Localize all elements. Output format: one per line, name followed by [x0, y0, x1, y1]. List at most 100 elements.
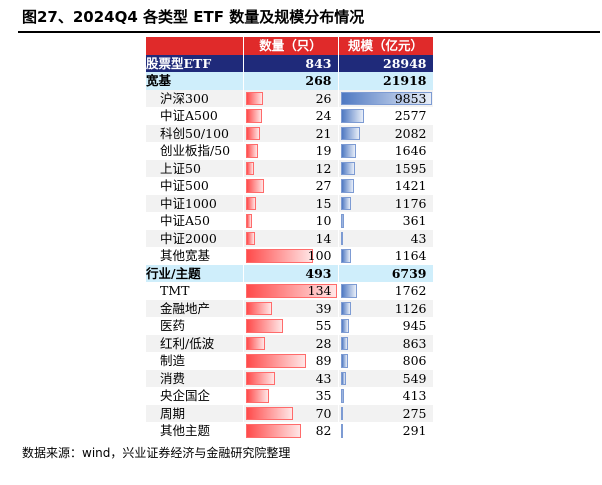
group-scale: 21918	[338, 72, 434, 90]
group-name: 行业/主题	[146, 264, 244, 282]
row-count: 21	[315, 125, 332, 141]
scale-bar	[340, 354, 348, 368]
table-row: 沪深300 26 9853	[146, 89, 434, 107]
table-row: 医药 55 945	[146, 317, 434, 335]
header-row: 数量（只） 规模（亿元）	[146, 37, 434, 55]
count-bar	[245, 249, 314, 263]
row-count: 15	[315, 195, 332, 211]
row-name: 创业板指/50	[146, 142, 244, 160]
table-row: 科创50/100 21 2082	[146, 124, 434, 142]
scale-bar	[340, 424, 344, 438]
row-count: 12	[315, 160, 332, 176]
header-name	[146, 37, 244, 55]
total-row: 股票型ETF 843 28948	[146, 54, 434, 72]
source-note: 数据来源：wind，兴业证券经济与金融研究院整理	[22, 445, 291, 460]
total-scale: 28948	[338, 54, 434, 72]
row-scale: 806	[402, 353, 427, 369]
table-row: 中证1000 15 1176	[146, 194, 434, 212]
count-bar	[245, 179, 264, 193]
table-row: 红利/低波 28 863	[146, 334, 434, 352]
figure-title: 图27、2024Q4 各类型 ETF 数量及规模分布情况	[22, 8, 365, 26]
scale-bar	[340, 249, 352, 263]
table-row: 周期 70 275	[146, 404, 434, 422]
count-bar	[245, 144, 259, 158]
row-name: 中证A500	[146, 107, 244, 125]
count-bar	[245, 319, 283, 333]
scale-bar	[340, 319, 350, 333]
row-name: 央企国企	[146, 387, 244, 405]
row-count: 27	[315, 178, 332, 194]
row-count: 24	[315, 108, 332, 124]
row-count: 10	[315, 213, 332, 229]
row-scale: 1762	[394, 283, 427, 299]
row-scale: 291	[402, 423, 427, 439]
row-name: 红利/低波	[146, 334, 244, 352]
table-row: 金融地产 39 1126	[146, 299, 434, 317]
row-scale: 275	[402, 405, 427, 421]
group-scale: 6739	[338, 264, 434, 282]
row-name: 消费	[146, 369, 244, 387]
count-bar	[245, 109, 262, 123]
count-bar	[245, 336, 265, 350]
group-row: 行业/主题 493 6739	[146, 264, 434, 282]
table-row: 中证A50 10 361	[146, 212, 434, 230]
row-count: 26	[315, 90, 332, 106]
total-count: 843	[243, 54, 339, 72]
row-name: 医药	[146, 317, 244, 335]
row-name: 金融地产	[146, 299, 244, 317]
header-count: 数量（只）	[243, 37, 339, 55]
count-bar	[245, 389, 270, 403]
row-scale: 361	[402, 213, 427, 229]
row-name: 中证A50	[146, 212, 244, 230]
row-name: 科创50/100	[146, 124, 244, 142]
scale-bar	[340, 109, 365, 123]
group-count: 493	[243, 264, 339, 282]
row-scale: 2082	[394, 125, 427, 141]
row-scale: 43	[410, 230, 427, 246]
row-count: 39	[315, 300, 332, 316]
row-count: 28	[315, 335, 332, 351]
row-scale: 1164	[394, 248, 427, 264]
row-scale: 863	[402, 335, 427, 351]
table-row: 中证2000 14 43	[146, 229, 434, 247]
row-name: 其他主题	[146, 422, 244, 440]
scale-bar	[340, 161, 356, 175]
scale-bar	[340, 231, 343, 245]
row-name: 上证50	[146, 159, 244, 177]
scale-bar	[340, 284, 357, 298]
scale-bar	[340, 144, 356, 158]
row-count: 55	[315, 318, 332, 334]
table-row: 中证A500 24 2577	[146, 107, 434, 125]
table-row: 消费 43 549	[146, 369, 434, 387]
table-wrapper: 数量（只） 规模（亿元） 股票型ETF 843 28948 宽基 268 21918…	[0, 37, 602, 461]
row-name: 制造	[146, 352, 244, 370]
group-name: 宽基	[146, 72, 244, 90]
scale-bar	[340, 371, 346, 385]
row-count: 89	[315, 353, 332, 369]
row-count: 35	[315, 388, 332, 404]
count-bar	[245, 91, 264, 105]
count-bar	[245, 231, 255, 245]
row-name: TMT	[146, 282, 244, 300]
scale-bar	[340, 91, 432, 105]
count-bar	[245, 371, 275, 385]
table-row: 制造 89 806	[146, 352, 434, 370]
row-scale: 2577	[394, 108, 427, 124]
scale-bar	[340, 389, 345, 403]
row-scale: 413	[402, 388, 427, 404]
row-count: 19	[315, 143, 332, 159]
row-name: 沪深300	[146, 89, 244, 107]
row-count: 43	[315, 370, 332, 386]
table-row: 其他宽基 100 1164	[146, 247, 434, 265]
row-scale: 1421	[394, 178, 427, 194]
table-row: 上证50 12 1595	[146, 159, 434, 177]
row-scale: 1126	[394, 300, 427, 316]
scale-bar	[340, 301, 351, 315]
header-scale: 规模（亿元）	[338, 37, 434, 55]
table-row: 创业板指/50 19 1646	[146, 142, 434, 160]
count-bar	[245, 406, 294, 420]
count-bar	[245, 126, 260, 140]
scale-bar	[340, 336, 349, 350]
scale-bar	[340, 179, 354, 193]
row-name: 其他宽基	[146, 247, 244, 265]
